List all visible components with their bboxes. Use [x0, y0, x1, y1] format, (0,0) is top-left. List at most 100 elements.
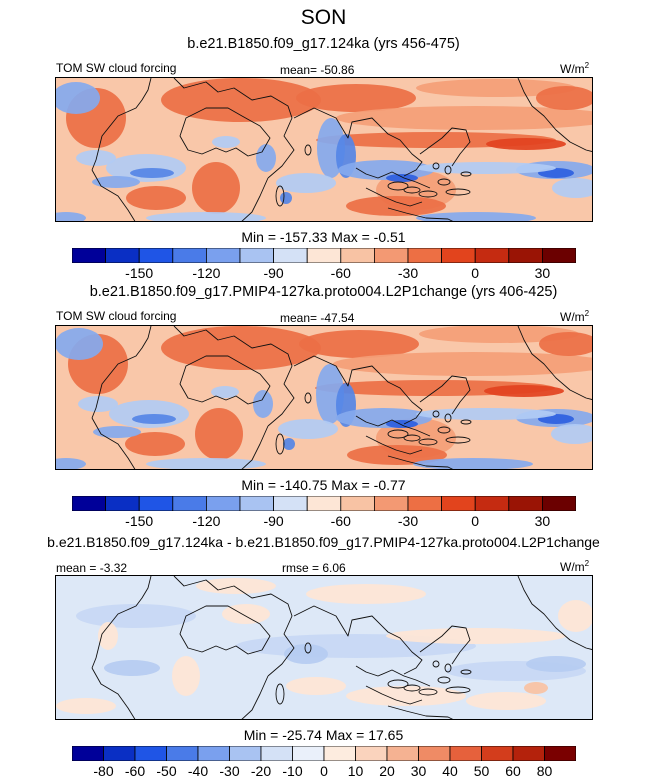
- colorbar-swatch: [508, 496, 543, 511]
- colorbar-swatch: [273, 496, 308, 511]
- colorbar-swatch: [474, 248, 510, 263]
- panel3-field: [56, 576, 592, 719]
- colorbar-tick-label: -90: [263, 513, 284, 529]
- colorbar-tick-label: -50: [156, 763, 177, 779]
- colorbar-tick-label: -60: [330, 513, 351, 529]
- panel2-mean-label: mean= -47.54: [280, 311, 355, 325]
- colorbar-swatch: [105, 248, 140, 263]
- colorbar-tick-label: 40: [442, 763, 458, 779]
- panel2-units-label: W/m2: [560, 309, 590, 324]
- panel2-field: [56, 326, 592, 469]
- colorbar-swatch: [418, 746, 451, 761]
- colorbar-tick-label: 30: [534, 513, 551, 529]
- colorbar-swatch: [205, 496, 241, 511]
- colorbar-tick-label: -60: [124, 763, 146, 779]
- colorbar-tick-label: -80: [93, 763, 114, 779]
- colorbar-tick-label: 80: [536, 763, 553, 779]
- colorbar-swatch: [323, 746, 356, 761]
- panel1-min-max: Min = -157.33 Max = -0.51: [241, 229, 406, 245]
- colorbar-swatch: [373, 248, 409, 263]
- colorbar-swatch: [355, 746, 388, 761]
- colorbar-swatch: [172, 248, 207, 263]
- panel3-rmse-label: rmse = 6.06: [282, 561, 346, 575]
- colorbar-swatch: [229, 746, 262, 761]
- colorbar-swatch: [292, 746, 325, 761]
- colorbar-tick-label: -120: [192, 513, 221, 529]
- panel1-mean-label: mean= -50.86: [280, 63, 355, 77]
- colorbar-swatch: [138, 496, 174, 511]
- panel2-map: [55, 325, 593, 470]
- colorbar-swatch: [239, 496, 274, 511]
- colorbar-swatch: [441, 248, 476, 263]
- colorbar-swatch: [541, 248, 576, 263]
- page-title: SON: [300, 6, 347, 29]
- colorbar-swatch: [306, 248, 342, 263]
- colorbar-swatch: [105, 496, 140, 511]
- colorbar-tick-label: -40: [187, 763, 209, 779]
- colorbar-swatch: [441, 496, 476, 511]
- colorbar-tick-label: -150: [125, 513, 154, 529]
- colorbar-swatch: [138, 248, 174, 263]
- colorbar-swatch: [205, 248, 241, 263]
- colorbar-swatch: [72, 746, 104, 761]
- panel1-field: [56, 78, 592, 221]
- colorbar-tick-label: -30: [219, 763, 240, 779]
- colorbar-swatch: [407, 248, 442, 263]
- colorbar-tick-label: 50: [473, 763, 490, 779]
- colorbar-swatch: [260, 746, 293, 761]
- colorbar-tick-label: 60: [505, 763, 521, 779]
- colorbar-swatch: [544, 746, 576, 761]
- colorbar-tick-label: 0: [471, 265, 480, 281]
- colorbar-swatch: [340, 248, 375, 263]
- panel3-units-label: W/m2: [560, 559, 590, 574]
- colorbar-tick-label: -60: [330, 265, 351, 281]
- panel3-map: [55, 575, 593, 720]
- colorbar-swatch: [474, 496, 510, 511]
- colorbar-swatch: [512, 746, 545, 761]
- colorbar-swatch: [239, 248, 274, 263]
- colorbar-tick-label: -20: [250, 763, 272, 779]
- colorbar-tick-label: 30: [534, 265, 551, 281]
- panel3-case-title: b.e21.B1850.f09_g17.124ka - b.e21.B1850.…: [47, 534, 600, 550]
- colorbar-tick-label: 0: [471, 513, 480, 529]
- colorbar-swatch: [481, 746, 514, 761]
- colorbar-swatch: [306, 496, 342, 511]
- colorbar-tick-label: -30: [397, 265, 419, 281]
- colorbar-tick-label: -90: [263, 265, 284, 281]
- colorbar-swatch: [72, 248, 106, 263]
- panel2-min-max: Min = -140.75 Max = -0.77: [241, 477, 406, 493]
- colorbar-swatch: [273, 248, 308, 263]
- colorbar-tick-label: 20: [379, 763, 395, 779]
- colorbar-swatch: [449, 746, 482, 761]
- panel2-colorbar: [72, 496, 576, 511]
- panel3-mean-label: mean = -3.32: [56, 561, 128, 575]
- colorbar-swatch: [72, 496, 106, 511]
- colorbar-tick-label: -150: [125, 265, 154, 281]
- panel3-min-max: Min = -25.74 Max = 17.65: [243, 727, 404, 743]
- panel1-case-title: b.e21.B1850.f09_g17.124ka (yrs 456-475): [187, 36, 460, 52]
- colorbar-swatch: [166, 746, 199, 761]
- panel1-units-label: W/m2: [560, 61, 590, 76]
- colorbar-tick-label: -30: [397, 513, 419, 529]
- colorbar-tick-label: 10: [347, 763, 364, 779]
- colorbar-swatch: [172, 496, 207, 511]
- panel1-colorbar: [72, 248, 576, 263]
- colorbar-swatch: [103, 746, 136, 761]
- colorbar-tick-label: -120: [192, 265, 221, 281]
- panel3-colorbar-ticks: -80 -60 -50 -40 -30 -20 -10 0 10 20 30 40 50 60 80: [72, 763, 576, 779]
- panel2-colorbar-ticks: -150 -120 -90 -60 -30 0 30: [72, 513, 576, 529]
- colorbar-swatch: [373, 496, 409, 511]
- colorbar-swatch: [407, 496, 442, 511]
- colorbar-tick-label: 30: [410, 763, 427, 779]
- panel2-variable-label: TOM SW cloud forcing: [56, 309, 177, 323]
- colorbar-swatch: [541, 496, 576, 511]
- panel1-map: [55, 77, 593, 222]
- colorbar-swatch: [197, 746, 230, 761]
- panel3-colorbar: [72, 746, 576, 761]
- colorbar-tick-label: 0: [320, 763, 328, 779]
- colorbar-swatch: [340, 496, 375, 511]
- panel1-colorbar-ticks: -150 -120 -90 -60 -30 0 30: [72, 265, 576, 281]
- colorbar-swatch: [508, 248, 543, 263]
- colorbar-swatch: [386, 746, 419, 761]
- colorbar-swatch: [134, 746, 167, 761]
